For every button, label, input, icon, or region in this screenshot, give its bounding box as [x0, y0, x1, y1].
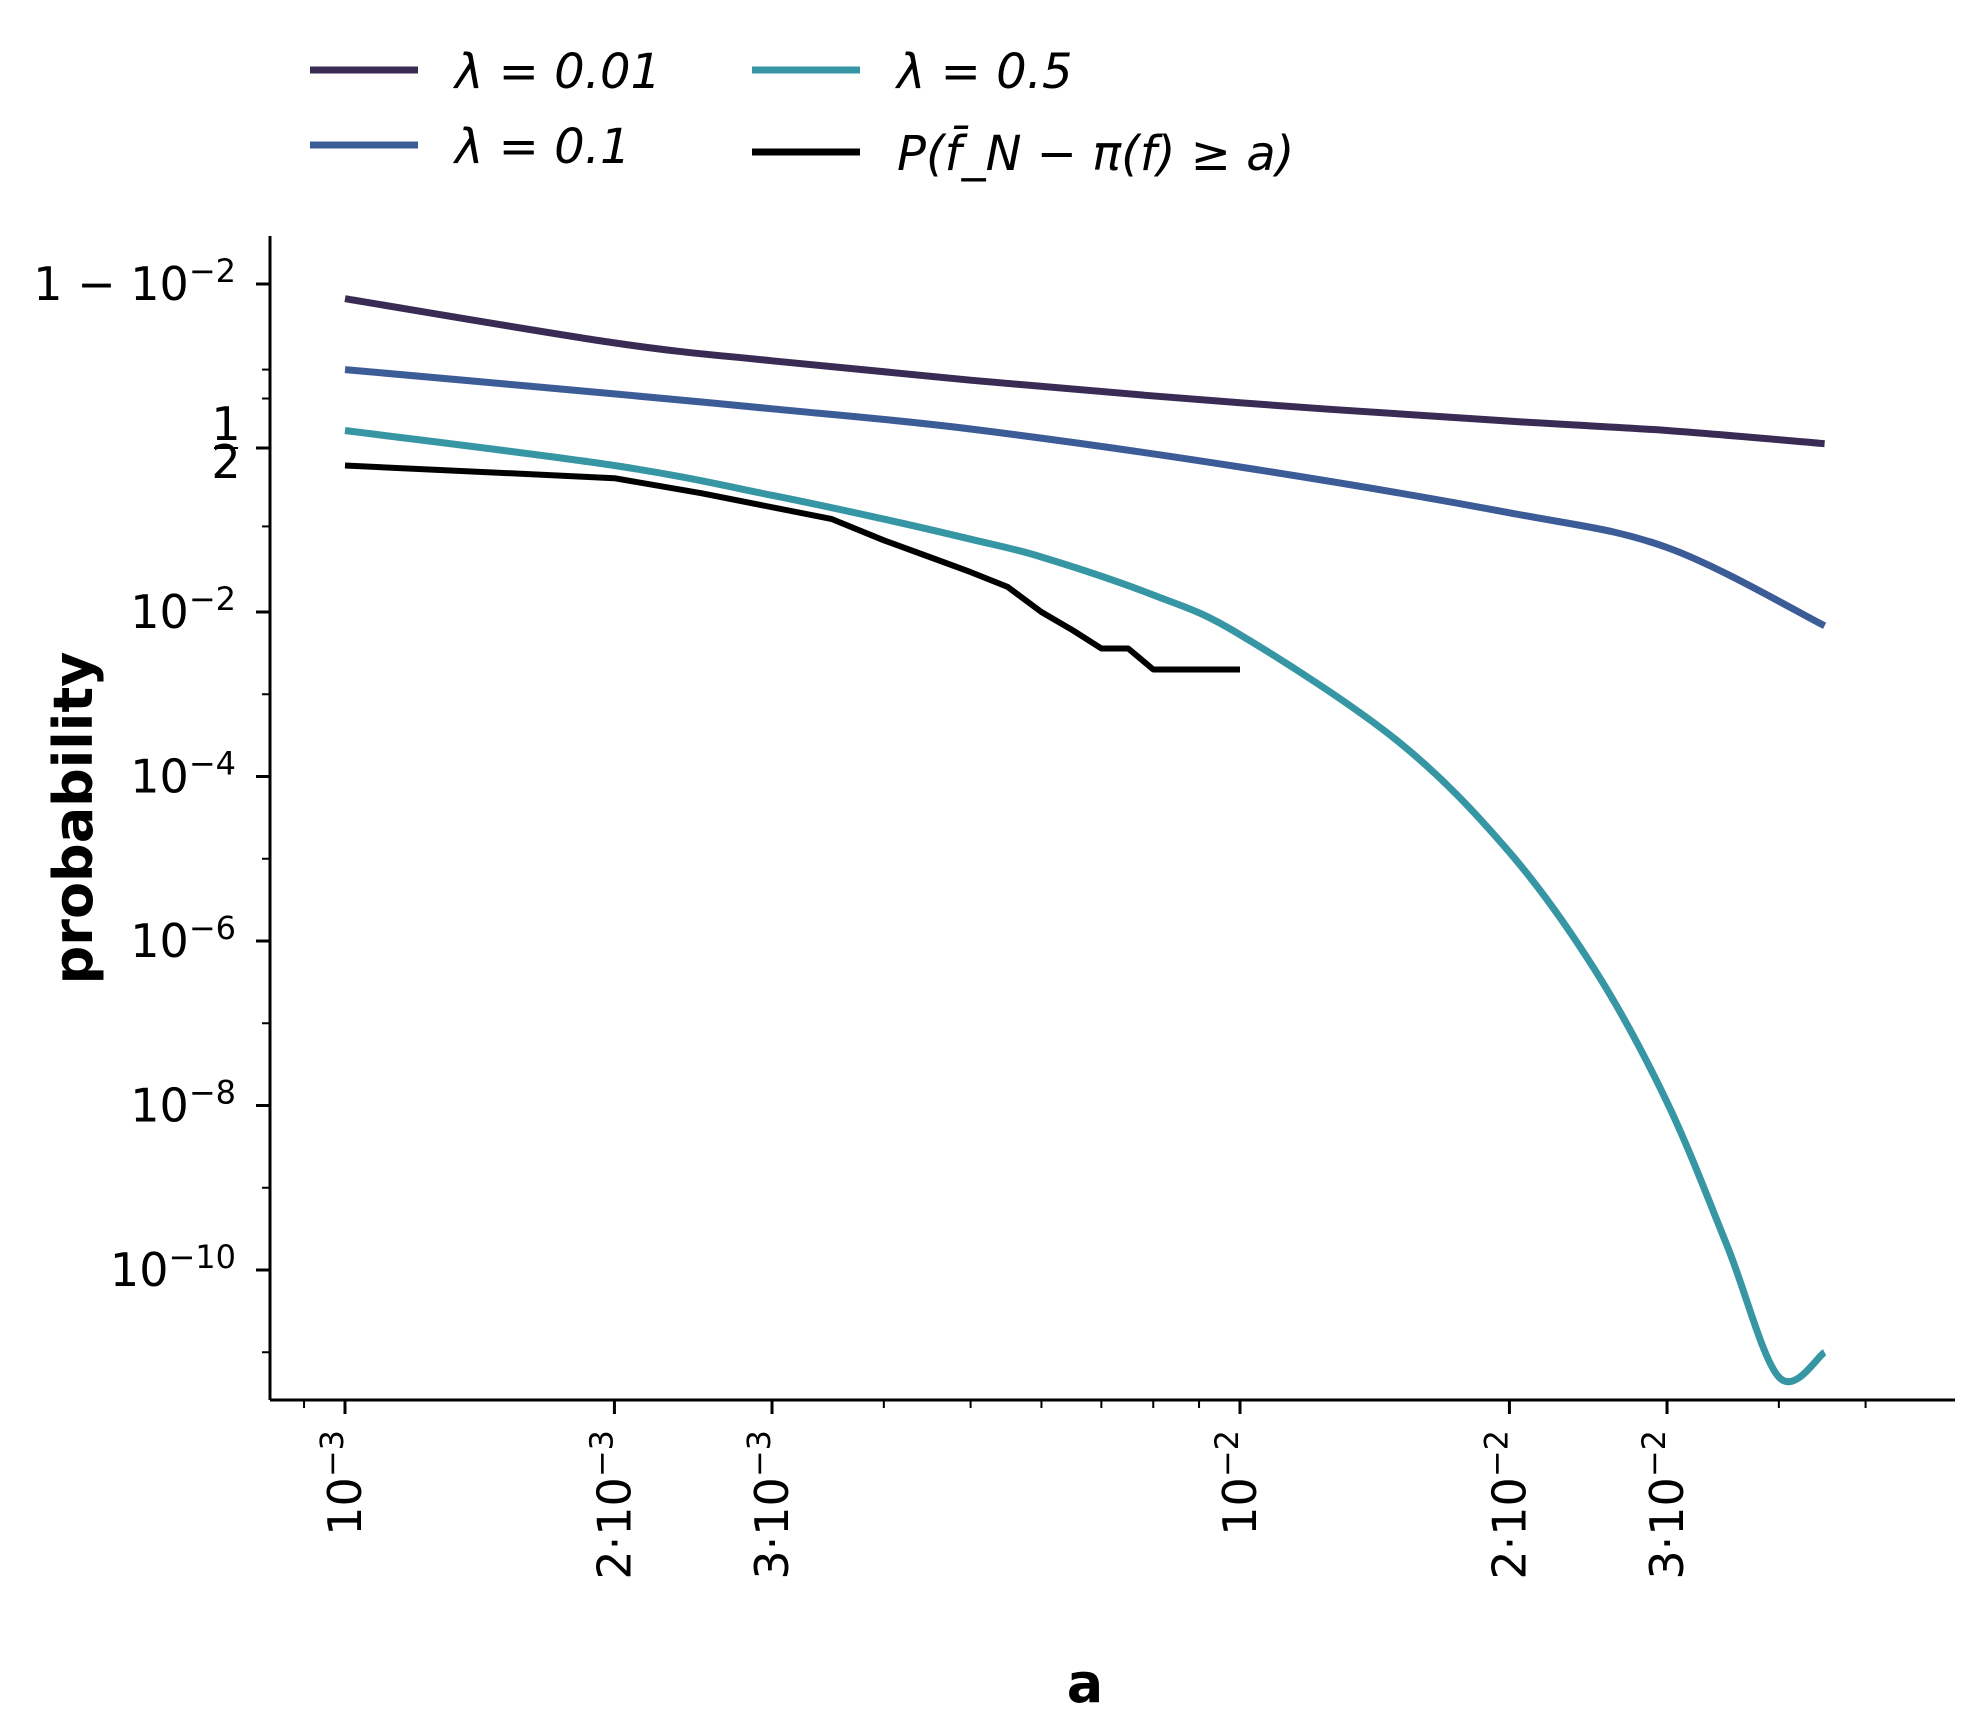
y-ticks: 1 − 10−2 12 10−2 10−4 10−6 10−8 10−10 [33, 252, 270, 1354]
x-tick-label: 3·10−3 [740, 1430, 799, 1580]
y-tick-label: 10−4 [130, 745, 236, 804]
series-line-2 [344, 427, 1827, 1386]
legend-label: λ = 0.01 [452, 44, 661, 100]
x-tick-label: 2·10−3 [582, 1430, 641, 1580]
series-group [344, 295, 1827, 1386]
legend-item: P(f̄_N − π(f) ≥ a) [752, 125, 1294, 182]
x-ticks: 10−3 2·10−3 3·10−3 10−2 2·10−2 3·10−2 [303, 1400, 1867, 1580]
x-tick-label: 3·10−2 [1635, 1430, 1694, 1580]
legend-item: λ = 0.01 [310, 44, 661, 100]
x-tick-label: 2·10−2 [1477, 1430, 1536, 1580]
series-line-1 [344, 366, 1827, 629]
legend-item: λ = 0.1 [310, 119, 630, 175]
legend-label: λ = 0.5 [894, 44, 1072, 100]
legend-label: λ = 0.1 [452, 119, 630, 175]
y-tick-label: 10−10 [110, 1238, 236, 1297]
svg-text:1: 1 [211, 397, 240, 451]
y-tick-label: 12 [211, 397, 240, 489]
y-tick-label: 1 − 10−2 [33, 252, 236, 311]
y-tick-label: 10−6 [130, 909, 236, 968]
legend-label: P(f̄_N − π(f) ≥ a) [897, 125, 1294, 182]
y-axis-title: probability [42, 652, 105, 985]
x-axis-title: a [1067, 1652, 1103, 1715]
y-tick-label: 10−2 [130, 580, 236, 639]
legend: λ = 0.01 λ = 0.1 λ = 0.5 P(f̄_N − π(f) ≥ a) [310, 44, 1294, 182]
x-tick-label: 10−2 [1208, 1430, 1267, 1536]
legend-item: λ = 0.5 [752, 44, 1072, 100]
svg-text:2: 2 [211, 435, 240, 489]
series-line-3 [344, 462, 1240, 673]
y-tick-label: 10−8 [130, 1074, 236, 1133]
series-line-0 [344, 295, 1825, 448]
x-tick-label: 10−3 [313, 1430, 372, 1536]
axes [268, 236, 1955, 1402]
